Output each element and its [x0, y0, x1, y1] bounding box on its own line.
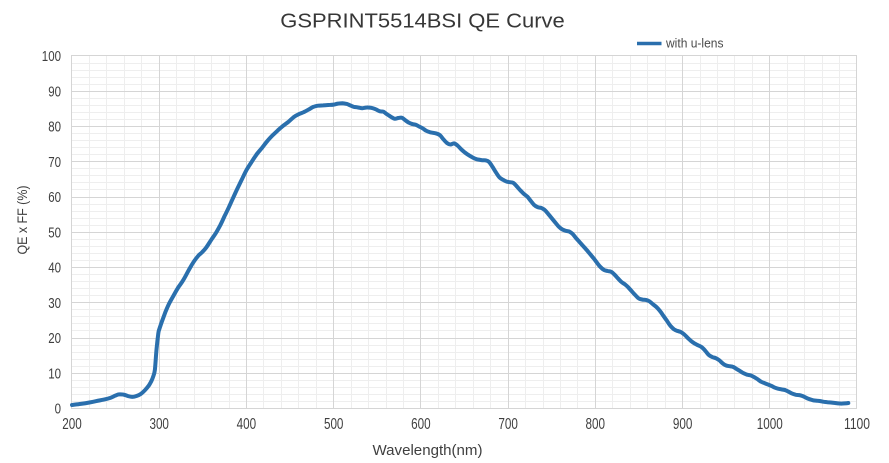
svg-text:Wavelength(nm): Wavelength(nm): [373, 442, 483, 459]
svg-text:70: 70: [48, 155, 61, 171]
svg-text:80: 80: [48, 120, 61, 136]
svg-text:500: 500: [324, 416, 344, 433]
svg-text:1000: 1000: [757, 416, 783, 433]
svg-text:600: 600: [411, 416, 431, 433]
svg-text:60: 60: [48, 190, 61, 206]
svg-text:50: 50: [48, 225, 61, 241]
svg-text:900: 900: [673, 416, 693, 433]
svg-text:40: 40: [48, 261, 61, 277]
svg-text:0: 0: [55, 402, 61, 418]
svg-text:with u-lens: with u-lens: [665, 36, 724, 51]
svg-text:20: 20: [48, 331, 61, 347]
svg-text:10: 10: [48, 366, 61, 382]
svg-text:800: 800: [586, 416, 606, 433]
svg-text:300: 300: [149, 416, 169, 433]
svg-text:90: 90: [48, 85, 61, 101]
svg-text:100: 100: [42, 49, 61, 65]
svg-text:1100: 1100: [844, 416, 870, 433]
svg-text:QE x FF (%): QE x FF (%): [14, 186, 30, 255]
svg-text:GSPRINT5514BSI QE Curve: GSPRINT5514BSI QE Curve: [280, 10, 565, 33]
svg-text:30: 30: [48, 296, 61, 312]
svg-text:700: 700: [498, 416, 518, 433]
svg-text:200: 200: [62, 416, 82, 433]
svg-text:400: 400: [237, 416, 257, 433]
